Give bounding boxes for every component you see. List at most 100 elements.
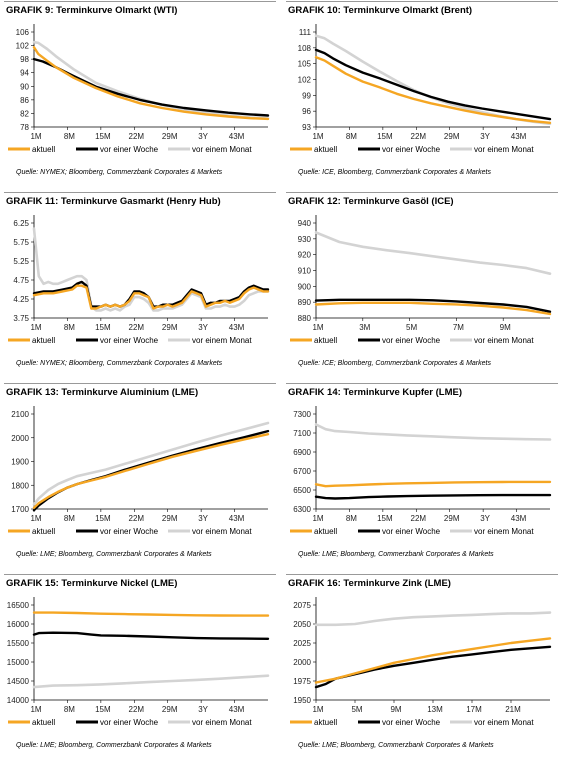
- series-line-aktuell: [314, 56, 552, 125]
- y-tick-label: 15000: [7, 658, 30, 667]
- y-tick-label: 108: [298, 44, 312, 53]
- series-line-aktuell: [32, 611, 270, 617]
- chart-svg-aluminium: GRAFIK 13: Terminkurve Aluminium (LME) 17…: [4, 383, 276, 558]
- y-tick-label: 2000: [293, 658, 311, 667]
- y-tick-label: 6.25: [13, 219, 29, 228]
- series-line-aktuell: [314, 637, 552, 684]
- x-tick-label: 29M: [162, 132, 178, 141]
- y-tick-label: 2100: [11, 410, 29, 419]
- x-tick-label: 15M: [377, 514, 393, 523]
- y-tick-label: 14000: [7, 696, 30, 705]
- legend-label: aktuell: [32, 718, 55, 727]
- x-tick-label: 43M: [229, 705, 245, 714]
- chart-title-prefix: GRAFIK 9:: [6, 5, 54, 16]
- legend-label: vor einem Monat: [474, 527, 534, 536]
- legend-label: vor einer Woche: [382, 336, 441, 345]
- y-tick-label: 6900: [293, 448, 311, 457]
- y-tick-label: 1975: [293, 677, 311, 686]
- chart-svg-kupfer: GRAFIK 14: Terminkurve Kupfer (LME) 6300 6…: [286, 383, 558, 558]
- series-line-monat: [32, 421, 270, 506]
- x-tick-label: 29M: [162, 705, 178, 714]
- chart-panel-henry-hub: GRAFIK 11: Terminkurve Gasmarkt (Henry H…: [0, 191, 282, 382]
- chart-title-text: Terminkurve Zink (LME): [341, 578, 451, 589]
- x-tick-label: 1M: [30, 323, 41, 332]
- chart-source: Quelle: ICE; Bloomberg, Commerzbank Corp…: [298, 360, 491, 367]
- series-line-monat: [314, 34, 552, 126]
- y-tick-label: 90: [20, 82, 29, 91]
- y-tick-label: 111: [299, 28, 312, 37]
- chart-title-prefix: GRAFIK 16:: [288, 578, 341, 589]
- y-tick-label: 2000: [11, 434, 29, 443]
- series-line-aktuell: [32, 284, 270, 310]
- chart-title: GRAFIK 16: Terminkurve Zink (LME): [288, 578, 451, 589]
- series-line-monat: [32, 674, 270, 689]
- x-tick-label: 3Y: [480, 514, 490, 523]
- x-tick-label: 1M: [312, 323, 323, 332]
- legend-label: vor einer Woche: [382, 718, 441, 727]
- x-tick-label: 1M: [312, 705, 323, 714]
- legend-label: vor einer Woche: [382, 527, 441, 536]
- x-tick-label: 3Y: [198, 514, 208, 523]
- x-tick-label: 1M: [30, 132, 41, 141]
- y-tick-label: 16000: [7, 620, 30, 629]
- x-tick-label: 15M: [95, 705, 111, 714]
- series-line-aktuell: [32, 433, 270, 510]
- x-tick-label: 8M: [64, 705, 75, 714]
- series-line-woche: [314, 48, 552, 121]
- x-tick-label: 1M: [312, 132, 323, 141]
- x-tick-label: 22M: [411, 514, 427, 523]
- y-tick-label: 5.25: [13, 257, 29, 266]
- series-line-monat: [314, 611, 552, 627]
- y-tick-label: 16500: [7, 601, 30, 610]
- chart-title: GRAFIK 10: Terminkurve Olmarkt (Brent): [288, 5, 472, 16]
- x-tick-label: 3Y: [198, 132, 208, 141]
- chart-panel-kupfer: GRAFIK 14: Terminkurve Kupfer (LME) 6300 6…: [282, 382, 564, 573]
- y-tick-label: 880: [298, 314, 312, 323]
- y-tick-label: 2025: [293, 639, 311, 648]
- legend-label: aktuell: [314, 145, 337, 154]
- y-tick-label: 1700: [11, 505, 29, 514]
- chart-source: Quelle: LME; Bloomberg, Commerzbank Corp…: [298, 742, 494, 749]
- series-line-aktuell: [32, 46, 270, 121]
- legend-label: aktuell: [314, 336, 337, 345]
- x-tick-label: 8M: [346, 514, 357, 523]
- legend-label: aktuell: [314, 527, 337, 536]
- x-tick-label: 1M: [30, 514, 41, 523]
- y-tick-label: 7100: [293, 429, 311, 438]
- chart-source: Quelle: LME; Bloomberg, Commerzbank Corp…: [16, 742, 212, 749]
- x-tick-label: 5M: [406, 323, 417, 332]
- chart-title: GRAFIK 11: Terminkurve Gasmarkt (Henry H…: [6, 196, 221, 207]
- legend-label: vor einem Monat: [474, 718, 534, 727]
- legend-label: vor einem Monat: [192, 527, 252, 536]
- x-tick-label: 43M: [229, 132, 245, 141]
- y-tick-label: 98: [20, 55, 29, 64]
- series-line-aktuell: [314, 480, 552, 488]
- y-tick-label: 910: [298, 267, 312, 276]
- x-tick-label: 15M: [377, 132, 393, 141]
- x-tick-label: 9M: [500, 323, 511, 332]
- chart-title-text: Terminkurve Kupfer (LME): [341, 387, 462, 398]
- series-line-woche: [314, 298, 552, 313]
- chart-svg-nickel: GRAFIK 15: Terminkurve Nickel (LME) 14000…: [4, 574, 276, 749]
- x-tick-label: 3Y: [198, 323, 208, 332]
- x-tick-label: 22M: [129, 705, 145, 714]
- y-tick-label: 102: [298, 76, 312, 85]
- y-tick-label: 4.75: [13, 276, 29, 285]
- y-tick-label: 82: [20, 109, 29, 118]
- series-line-monat: [314, 231, 552, 275]
- series-line-aktuell: [314, 301, 552, 316]
- x-tick-label: 1M: [30, 705, 41, 714]
- chart-panel-brent: GRAFIK 10: Terminkurve Olmarkt (Brent) 93…: [282, 0, 564, 191]
- y-tick-label: 6300: [293, 505, 311, 514]
- chart-source: Quelle: ICE, Bloomberg, Commerzbank Corp…: [298, 169, 491, 176]
- chart-panel-nickel: GRAFIK 15: Terminkurve Nickel (LME) 14000…: [0, 573, 282, 764]
- y-tick-label: 930: [298, 235, 312, 244]
- legend-label: aktuell: [314, 718, 337, 727]
- x-tick-label: 29M: [162, 323, 178, 332]
- chart-title-text: Terminkurve Olmarkt (Brent): [341, 5, 472, 16]
- chart-title: GRAFIK 15: Terminkurve Nickel (LME): [6, 578, 177, 589]
- chart-svg-brent: GRAFIK 10: Terminkurve Olmarkt (Brent) 93…: [286, 1, 558, 176]
- x-tick-label: 8M: [64, 132, 75, 141]
- x-tick-label: 15M: [95, 514, 111, 523]
- chart-title: GRAFIK 14: Terminkurve Kupfer (LME): [288, 387, 462, 398]
